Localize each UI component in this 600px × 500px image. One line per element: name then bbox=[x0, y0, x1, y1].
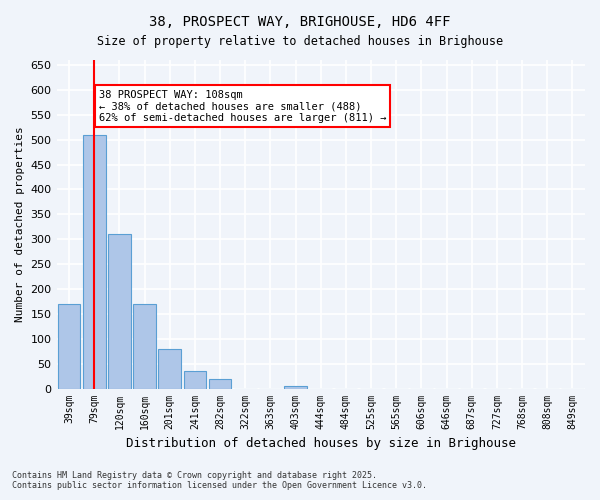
Text: 38 PROSPECT WAY: 108sqm
← 38% of detached houses are smaller (488)
62% of semi-d: 38 PROSPECT WAY: 108sqm ← 38% of detache… bbox=[99, 90, 386, 123]
Bar bbox=[209, 378, 232, 388]
Bar bbox=[133, 304, 156, 388]
Y-axis label: Number of detached properties: Number of detached properties bbox=[15, 126, 25, 322]
Bar bbox=[83, 134, 106, 388]
Bar bbox=[184, 371, 206, 388]
Bar bbox=[108, 234, 131, 388]
X-axis label: Distribution of detached houses by size in Brighouse: Distribution of detached houses by size … bbox=[126, 437, 516, 450]
Bar bbox=[284, 386, 307, 388]
Text: Size of property relative to detached houses in Brighouse: Size of property relative to detached ho… bbox=[97, 35, 503, 48]
Text: Contains HM Land Registry data © Crown copyright and database right 2025.
Contai: Contains HM Land Registry data © Crown c… bbox=[12, 470, 427, 490]
Bar bbox=[58, 304, 80, 388]
Text: 38, PROSPECT WAY, BRIGHOUSE, HD6 4FF: 38, PROSPECT WAY, BRIGHOUSE, HD6 4FF bbox=[149, 15, 451, 29]
Bar bbox=[158, 348, 181, 389]
